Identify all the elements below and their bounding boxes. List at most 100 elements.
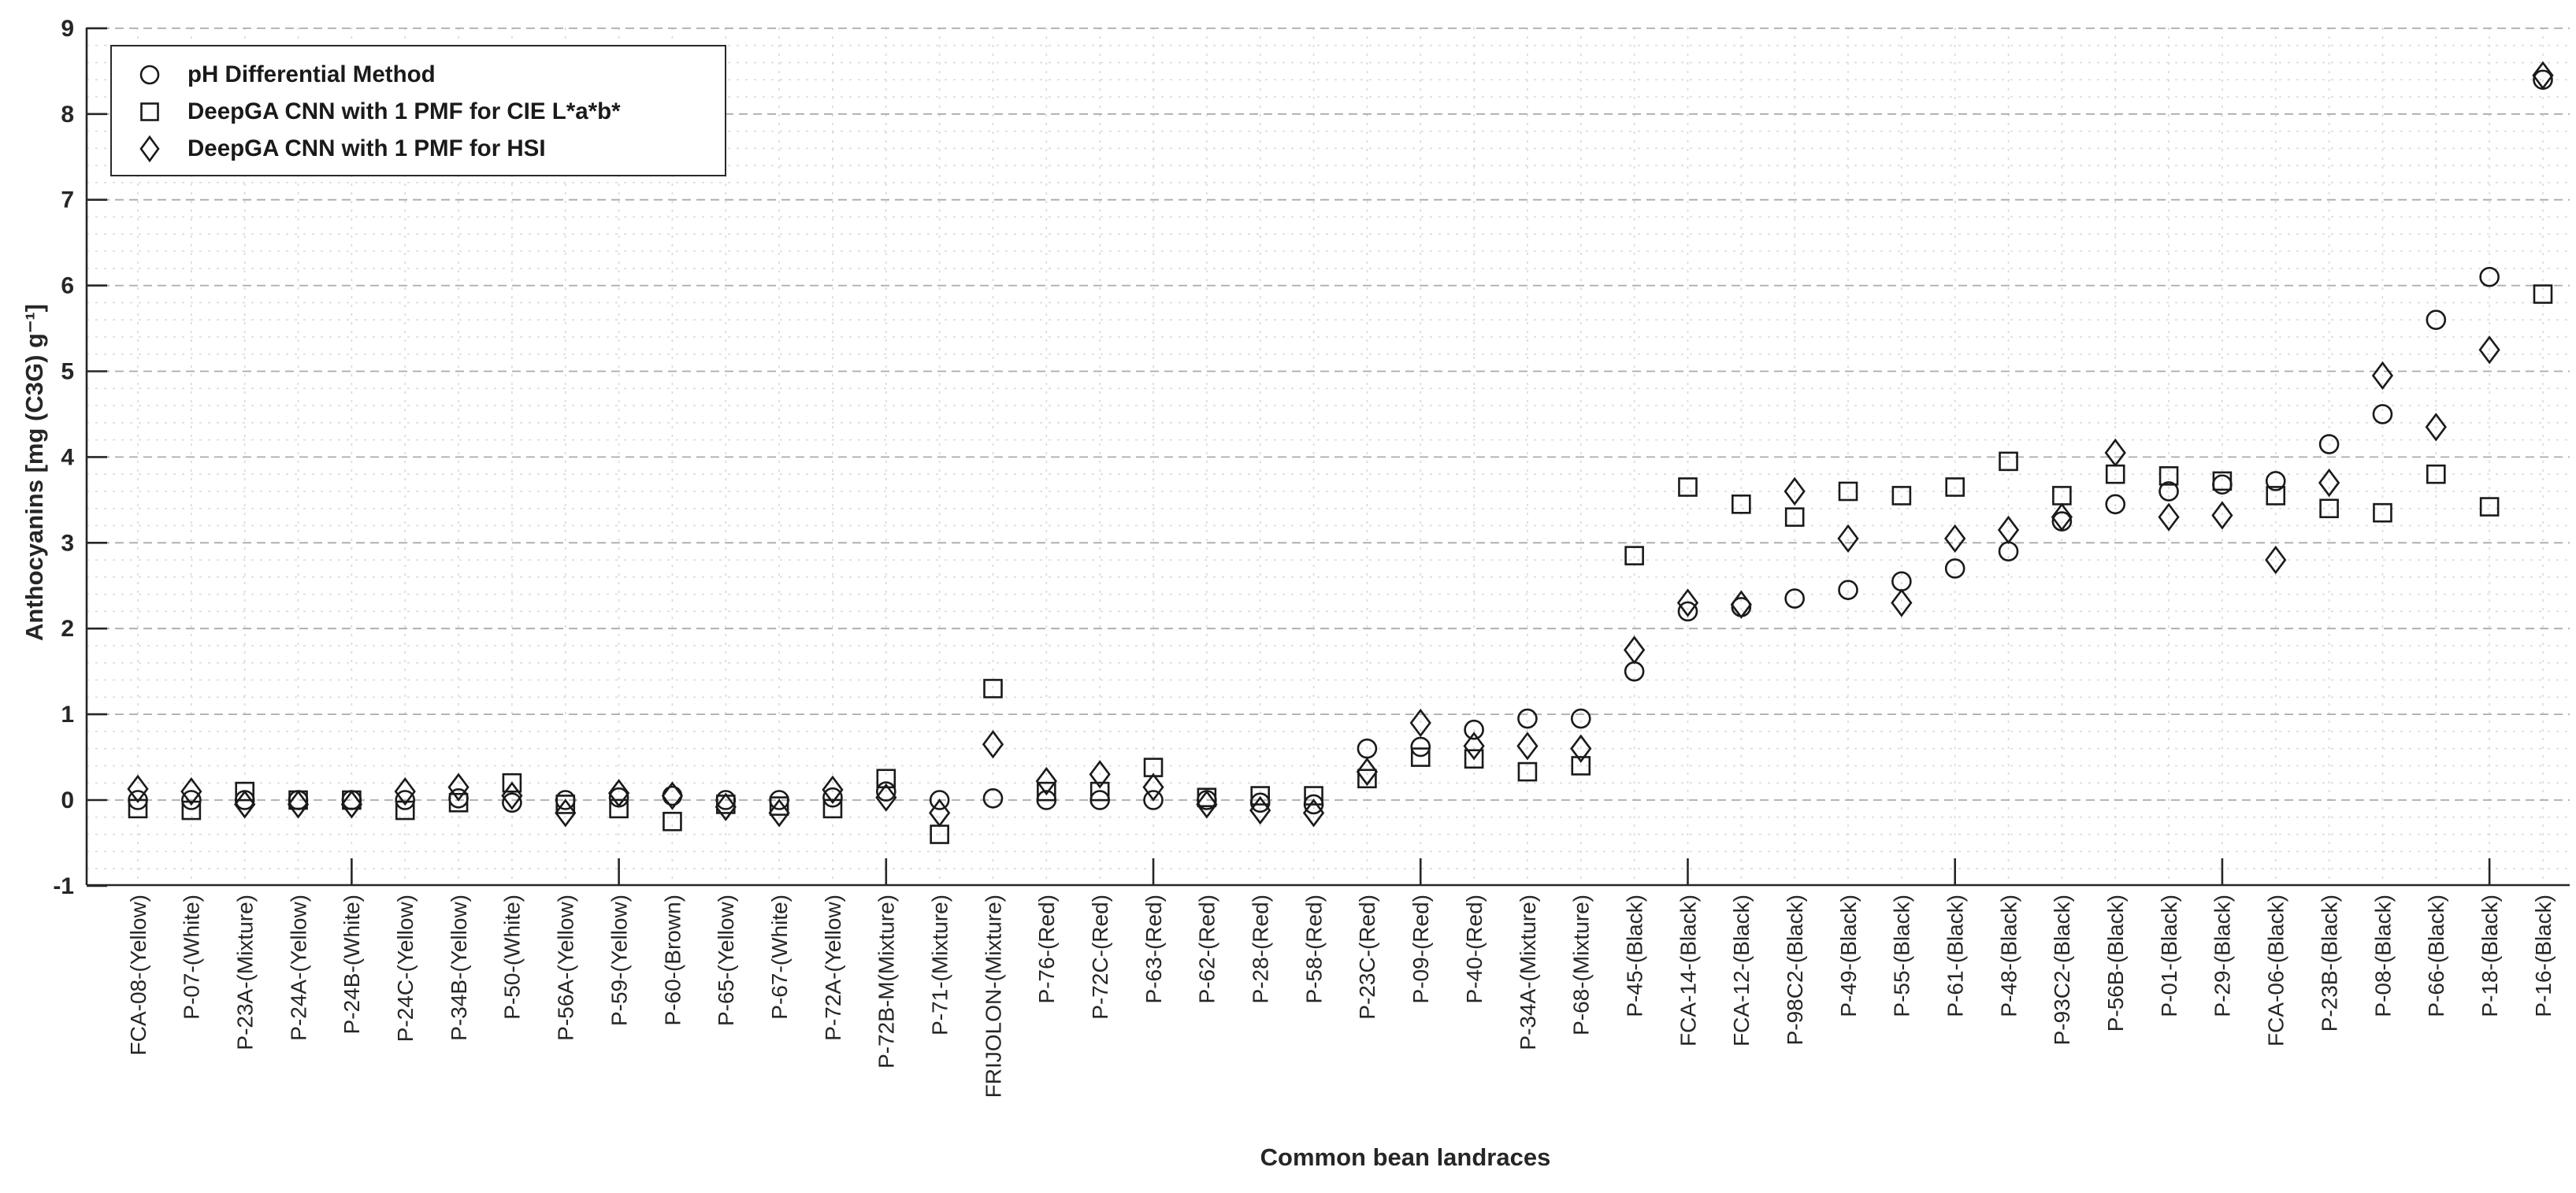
marker-diamond xyxy=(1196,790,1218,819)
marker-circle xyxy=(2265,471,2286,491)
marker-square xyxy=(1571,756,1591,776)
marker-circle xyxy=(1410,736,1431,758)
marker-diamond xyxy=(1302,798,1325,828)
y-tick-label: 9 xyxy=(61,16,74,42)
marker-diamond xyxy=(1516,732,1539,761)
marker-diamond xyxy=(501,781,523,810)
marker-diamond xyxy=(2478,335,2500,365)
legend-item-ph-differential: pH Differential Method xyxy=(112,56,725,93)
marker-square xyxy=(1945,477,1965,497)
x-tick-label: P-60-(Brown) xyxy=(660,895,685,1025)
x-tick-label: P-56B-(Black) xyxy=(2103,895,2128,1032)
marker-diamond xyxy=(1730,590,1752,619)
marker-circle xyxy=(2105,494,2126,515)
marker-diamond xyxy=(2371,361,2394,391)
square-marker-icon xyxy=(112,98,187,126)
marker-circle xyxy=(2426,309,2447,330)
x-tick-label: P-50-(White) xyxy=(500,895,525,1020)
marker-square xyxy=(1678,477,1698,497)
marker-circle xyxy=(876,781,896,802)
marker-square xyxy=(1410,747,1431,767)
marker-diamond xyxy=(394,776,416,806)
x-tick-label: P-67-(White) xyxy=(767,895,792,1020)
marker-diamond xyxy=(768,798,790,828)
y-tick-label: 5 xyxy=(61,359,74,385)
marker-square xyxy=(2533,284,2553,304)
marker-diamond xyxy=(1784,476,1806,506)
x-tick-label: FRIJOLON-(Mixture) xyxy=(981,895,1005,1098)
marker-square xyxy=(1037,781,1056,802)
marker-diamond xyxy=(2211,501,2233,530)
marker-diamond xyxy=(715,792,737,821)
marker-square xyxy=(2319,498,2339,519)
marker-circle xyxy=(1464,719,1484,740)
x-tick-label: P-98C2-(Black) xyxy=(1783,895,1807,1045)
x-tick-label: P-65-(Yellow) xyxy=(714,895,738,1026)
x-tick-label: P-62-(Red) xyxy=(1195,895,1219,1003)
x-tick-label: P-23B-(Black) xyxy=(2317,895,2341,1032)
marker-circle xyxy=(502,792,522,813)
marker-circle xyxy=(1677,601,1698,622)
marker-circle xyxy=(181,790,202,810)
legend-label: DeepGA CNN with 1 PMF for HSI xyxy=(187,135,546,161)
x-tick-label: P-16-(Black) xyxy=(2531,895,2556,1017)
x-tick-label: P-56A-(Yellow) xyxy=(554,895,578,1041)
marker-square xyxy=(2479,497,2500,517)
legend: pH Differential Method DeepGA CNN with 1… xyxy=(110,45,726,176)
y-tick-label: 7 xyxy=(61,187,74,213)
marker-circle xyxy=(2479,266,2500,287)
marker-square xyxy=(1304,786,1323,806)
x-tick-label: P-72B-M(Mixture) xyxy=(874,895,899,1069)
marker-square xyxy=(448,792,469,813)
x-axis-title: Common bean landraces xyxy=(1260,1143,1551,1171)
marker-square xyxy=(181,800,202,821)
y-tick-label: 3 xyxy=(61,530,74,556)
marker-circle xyxy=(822,787,843,808)
x-tick-label: P-34B-(Yellow) xyxy=(447,895,471,1041)
marker-square xyxy=(555,795,576,814)
marker-diamond xyxy=(234,790,256,819)
marker-circle xyxy=(1570,708,1591,729)
marker-diamond xyxy=(1089,760,1111,789)
marker-square xyxy=(395,800,415,821)
x-tick-label: P-23C-(Red) xyxy=(1355,895,1379,1020)
marker-circle xyxy=(662,785,683,806)
legend-item-hsi: DeepGA CNN with 1 PMF for HSI xyxy=(112,130,725,167)
marker-diamond xyxy=(929,798,951,828)
x-tick-label: P-48-(Black) xyxy=(1996,895,2021,1017)
x-tick-label: FCA-08-(Yellow) xyxy=(126,895,150,1055)
marker-circle xyxy=(982,788,1004,809)
marker-diamond xyxy=(1570,734,1592,763)
x-tick-label: P-34A-(Mixture) xyxy=(1516,895,1540,1050)
marker-diamond xyxy=(607,779,630,808)
marker-diamond xyxy=(1891,588,1913,617)
marker-square xyxy=(1197,787,1217,808)
marker-diamond xyxy=(1624,635,1646,665)
marker-square xyxy=(2373,502,2392,523)
x-tick-label: P-23A-(Mixture) xyxy=(232,895,257,1050)
marker-diamond xyxy=(127,774,149,804)
x-tick-label: P-40-(Red) xyxy=(1462,895,1487,1003)
marker-diamond xyxy=(1837,524,1859,554)
marker-square xyxy=(1999,451,2018,472)
y-tick-label: 8 xyxy=(61,102,74,128)
marker-circle xyxy=(929,790,950,810)
x-tick-label: P-08-(Black) xyxy=(2370,895,2395,1017)
y-tick-label: 0 xyxy=(61,787,74,813)
x-tick-label: FCA-12-(Black) xyxy=(1729,895,1754,1047)
diamond-marker-icon xyxy=(112,135,187,163)
marker-diamond xyxy=(822,775,844,805)
y-tick-label: 1 xyxy=(61,702,74,728)
x-tick-label: P-28-(Red) xyxy=(1249,895,1273,1003)
marker-circle xyxy=(1944,558,1965,579)
marker-square xyxy=(1732,494,1751,514)
x-tick-label: P-24B-(White) xyxy=(340,895,364,1034)
marker-square xyxy=(1891,486,1912,506)
y-tick-label: 2 xyxy=(61,616,74,642)
x-tick-label: P-29-(Black) xyxy=(2210,895,2235,1017)
marker-circle xyxy=(1838,580,1858,600)
marker-square xyxy=(235,781,254,802)
marker-diamond xyxy=(555,798,577,828)
